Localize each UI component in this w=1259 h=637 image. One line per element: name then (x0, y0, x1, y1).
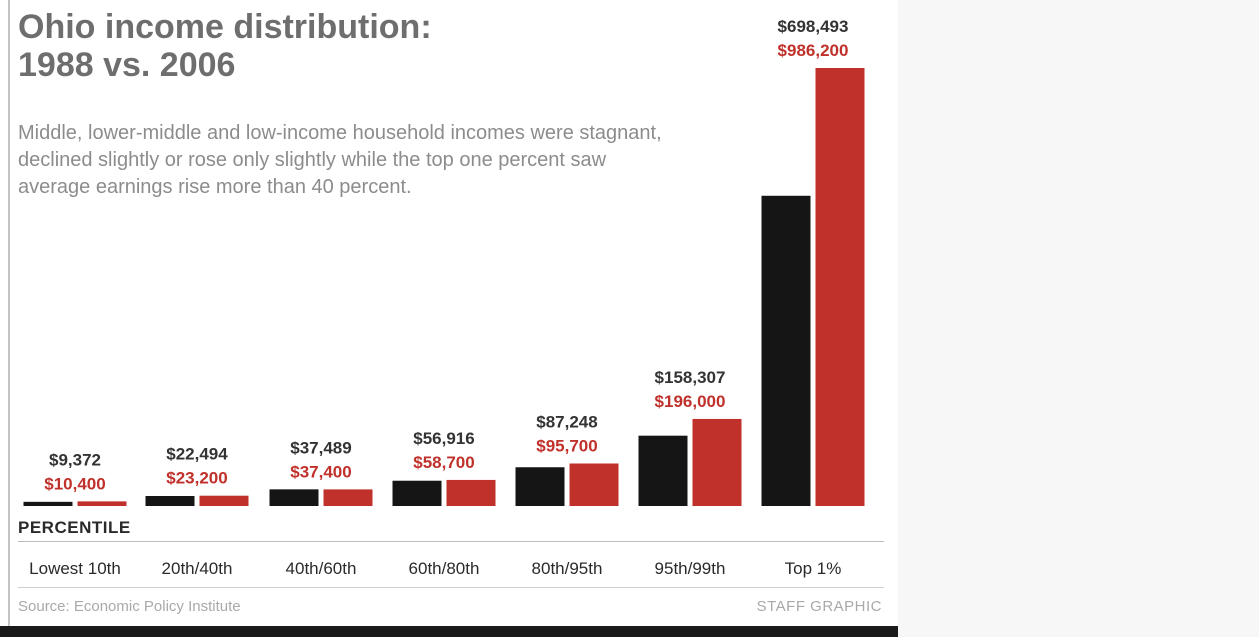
source-note: Source: Economic Policy Institute (18, 598, 241, 615)
category-label-3: 60th/80th (409, 559, 480, 578)
value-label-1988-6: $698,493 (778, 17, 849, 36)
bar-group-5: $158,307 $196,000 95th/99th (638, 368, 742, 578)
value-label-2006-2: $37,400 (290, 462, 351, 481)
bottom-border (0, 626, 898, 637)
value-label-2006-6: $986,200 (778, 41, 849, 60)
bar-2006-0 (77, 501, 127, 506)
value-label-1988-1: $22,494 (166, 445, 228, 464)
value-label-2006-5: $196,000 (655, 392, 726, 411)
bar-1988-2 (269, 489, 319, 506)
bar-1988-3 (392, 480, 442, 506)
bar-1988-1 (145, 496, 195, 506)
value-label-2006-1: $23,200 (166, 469, 227, 488)
left-border (8, 0, 10, 637)
value-label-2006-0: $10,400 (44, 474, 105, 493)
category-label-4: 80th/95th (532, 559, 603, 578)
bar-2006-2 (323, 489, 373, 506)
percentile-divider (18, 541, 884, 542)
bar-group-2: $37,489 $37,400 40th/60th (269, 438, 373, 578)
title-line-2: 1988 vs. 2006 (18, 46, 236, 85)
source-divider (18, 587, 884, 588)
bar-group-3: $56,916 $58,700 60th/80th (392, 429, 496, 578)
bar-2006-1 (199, 495, 249, 506)
category-label-6: Top 1% (785, 559, 842, 578)
bar-1988-4 (515, 467, 565, 506)
category-label-2: 40th/60th (286, 559, 357, 578)
bar-group-1: $22,494 $23,200 20th/40th (145, 445, 249, 578)
bar-group-6: $698,493 $986,200 Top 1% (761, 17, 865, 578)
bar-1988-5 (638, 435, 688, 506)
percentile-heading: PERCENTILE (18, 518, 131, 537)
bar-chart: $9,372 $10,400 Lowest 10th $22,494 $23,200 20… (23, 17, 865, 578)
category-label-0: Lowest 10th (29, 559, 121, 578)
chart-title: Ohio income distribution: 1988 vs. 2006 (18, 8, 718, 84)
category-label-5: 95th/99th (655, 559, 726, 578)
value-label-1988-5: $158,307 (655, 368, 726, 387)
bar-2006-6 (815, 68, 865, 506)
value-label-1988-2: $37,489 (290, 438, 351, 457)
value-label-1988-3: $56,916 (413, 429, 474, 448)
bar-2006-4 (569, 463, 619, 506)
value-label-1988-0: $9,372 (49, 450, 101, 469)
value-label-2006-3: $58,700 (413, 453, 474, 472)
bar-2006-3 (446, 479, 496, 506)
title-line-1: Ohio income distribution: (18, 8, 432, 46)
bar-group-4: $87,248 $95,700 80th/95th (515, 412, 619, 578)
bar-1988-0 (23, 501, 73, 506)
staff-credit: STAFF GRAPHIC (756, 598, 882, 615)
bar-group-0: $9,372 $10,400 Lowest 10th (23, 450, 127, 578)
income-graphic: Ohio income distribution: 1988 vs. 2006 … (0, 0, 898, 637)
bar-1988-6 (761, 195, 811, 506)
category-label-1: 20th/40th (162, 559, 233, 578)
chart-subtitle: Middle, lower-middle and low-income hous… (18, 122, 662, 198)
bar-2006-5 (692, 418, 742, 506)
value-label-1988-4: $87,248 (536, 412, 597, 431)
value-label-2006-4: $95,700 (536, 436, 597, 455)
